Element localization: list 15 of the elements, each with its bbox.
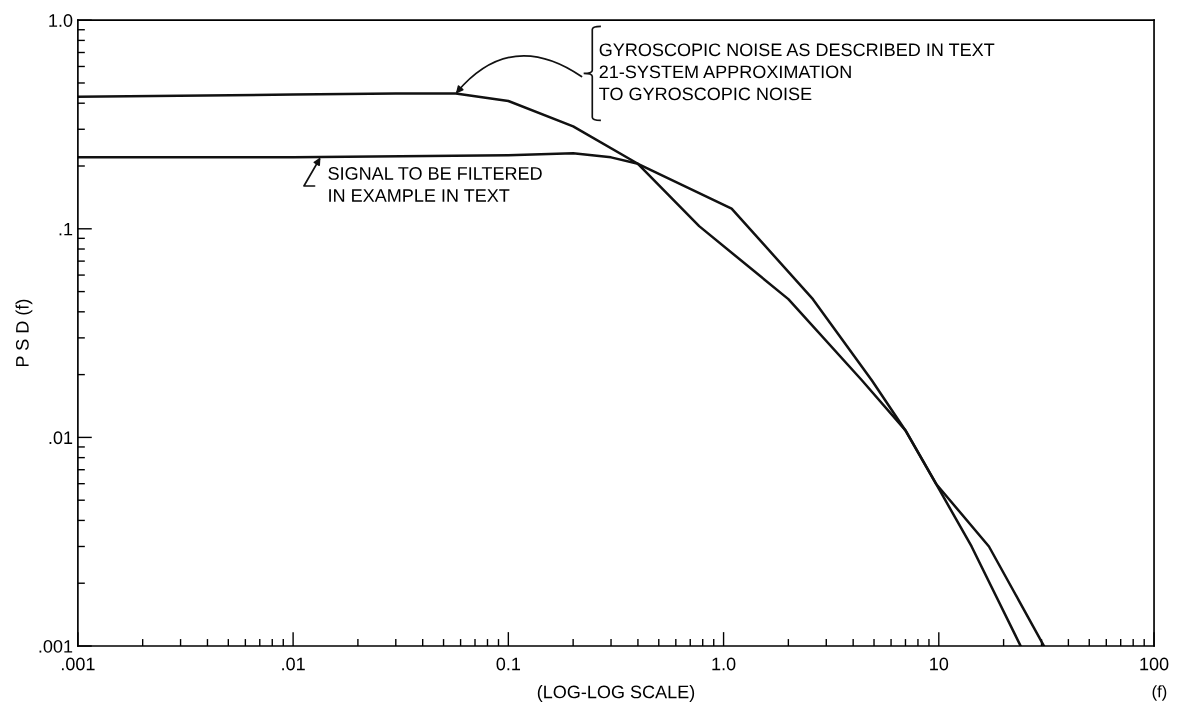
x-tick-label: 1.0 bbox=[712, 657, 736, 671]
x-tick-label: 10 bbox=[930, 657, 949, 671]
x-tick-label: 0.1 bbox=[496, 657, 521, 671]
x-tick-label: .001 bbox=[61, 657, 95, 671]
y-axis-title: P S D (f) bbox=[15, 299, 33, 367]
y-tick-label: 1.0 bbox=[49, 14, 73, 27]
y-tick-label: .1 bbox=[59, 222, 73, 236]
y-tick-label: .01 bbox=[49, 431, 73, 445]
annotation: GYROSCOPIC NOISE AS DESCRIBED IN TEXT 21-SYSTEM APPROXIMATION TO GYROSCOPIC NOISE bbox=[599, 43, 995, 101]
text: (f) bbox=[1152, 685, 1167, 701]
x-tick-label: 100 bbox=[1140, 657, 1169, 671]
y-tick-label: .001 bbox=[39, 639, 73, 653]
x-axis-title: (LOG-LOG SCALE) bbox=[537, 685, 695, 702]
x-tick-label: .01 bbox=[282, 657, 305, 671]
annotation: SIGNAL TO BE FILTERED IN EXAMPLE IN TEXT bbox=[328, 167, 542, 202]
